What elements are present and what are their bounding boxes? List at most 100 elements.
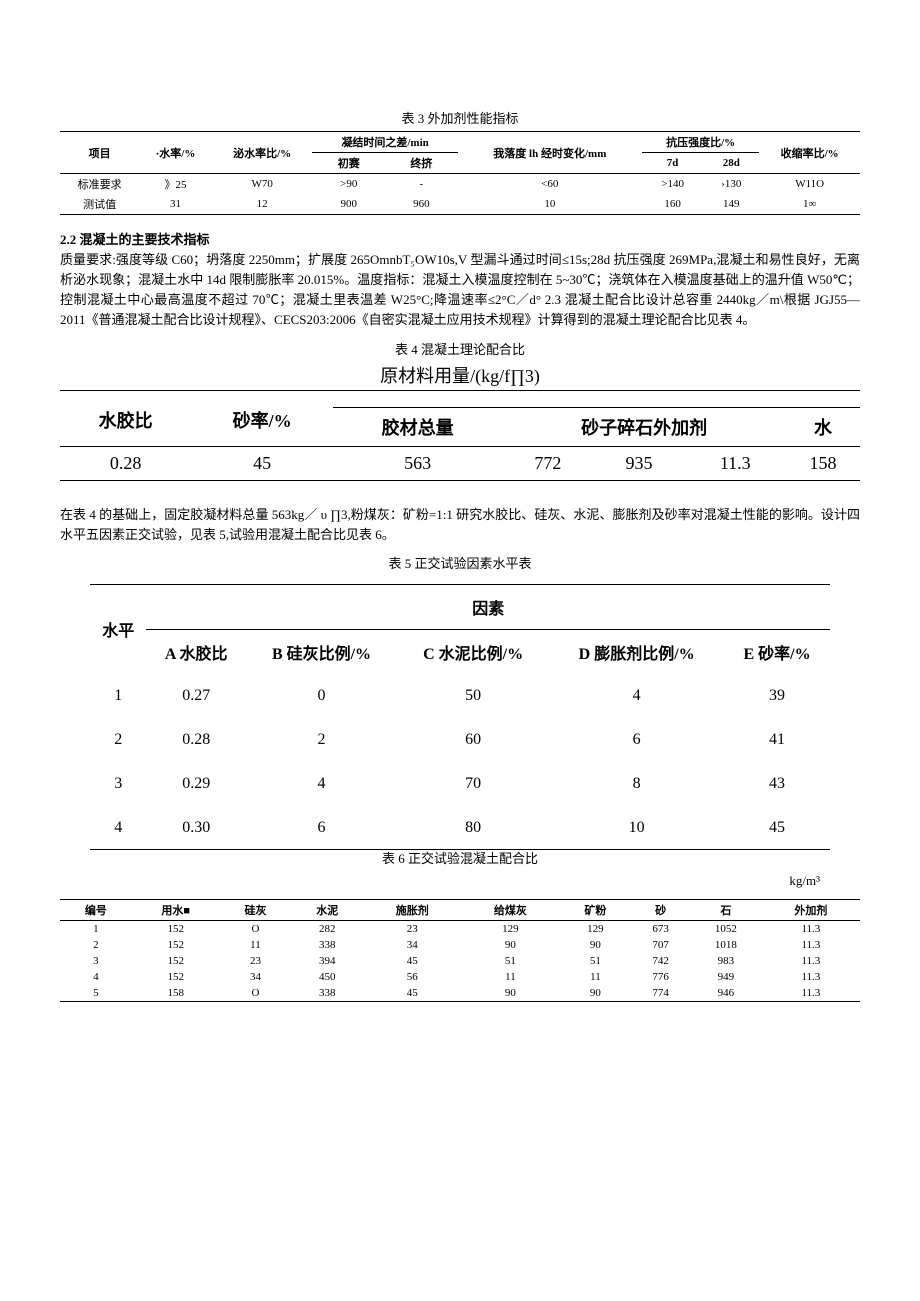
cell: 23	[220, 953, 292, 969]
cell: 0	[246, 674, 397, 718]
table-row: 215211338349090707101811.3	[60, 937, 860, 953]
cell: 11	[220, 937, 292, 953]
cell: 51	[560, 953, 632, 969]
t5-h-c: C 水泥比例/%	[397, 629, 549, 674]
cell: 1	[90, 674, 146, 718]
cell: 90	[461, 937, 559, 953]
cell: 0.30	[146, 806, 246, 850]
t4-h-sand: 砂率/%	[191, 390, 333, 446]
cell: 11.3	[762, 969, 860, 985]
table4: 水胶比 砂率/% 胶材总量 砂子碎石外加剂 水 0.28455637729351…	[60, 390, 860, 481]
column-header: 给煤灰	[461, 900, 559, 921]
cell: 960	[385, 194, 458, 215]
cell: 772	[502, 446, 593, 480]
cell: 129	[461, 921, 559, 938]
table6: 编号用水■硅灰水泥施胀剂给煤灰矿粉砂石外加剂 1152O282231291296…	[60, 899, 860, 1002]
cell: W11O	[759, 174, 860, 195]
column-header: 砂	[631, 900, 690, 921]
cell: 90	[560, 937, 632, 953]
cell: 4	[60, 969, 132, 985]
cell: 11.3	[762, 937, 860, 953]
table-row: 1152O28223129129673105211.3	[60, 921, 860, 938]
table-row: 10.27050439	[90, 674, 830, 718]
cell: 394	[291, 953, 363, 969]
cell: 11.3	[762, 953, 860, 969]
t3-h-setting: 凝结时间之差/min	[312, 132, 457, 153]
t3-h-shrink: 收缩率比/%	[759, 132, 860, 174]
cell: 6	[549, 718, 724, 762]
cell: 34	[363, 937, 461, 953]
table4-title: 表 4 混凝土理论配合比	[60, 339, 860, 358]
table-row: 41523445056111177694911.3	[60, 969, 860, 985]
cell: 1∞	[759, 194, 860, 215]
cell: 41	[724, 718, 830, 762]
cell: 2	[246, 718, 397, 762]
table6-title: 表 6 正交试验混凝土配合比	[60, 848, 860, 867]
column-header: 石	[690, 900, 762, 921]
cell: 282	[291, 921, 363, 938]
cell: 11.3	[762, 985, 860, 1002]
cell: 6	[246, 806, 397, 850]
cell: W70	[212, 174, 313, 195]
cell: O	[220, 985, 292, 1002]
column-header: 矿粉	[560, 900, 632, 921]
t5-h-a: A 水胶比	[146, 629, 246, 674]
cell: 160	[642, 194, 703, 215]
cell: 3	[90, 762, 146, 806]
column-header: 施胀剂	[363, 900, 461, 921]
cell: 935	[593, 446, 684, 480]
t5-h-e: E 砂率/%	[724, 629, 830, 674]
cell: 158	[786, 446, 860, 480]
cell: 0.28	[60, 446, 191, 480]
cell: 563	[333, 446, 502, 480]
cell: 774	[631, 985, 690, 1002]
cell: 1018	[690, 937, 762, 953]
cell: 949	[690, 969, 762, 985]
t3-h-slump: 我落度 lh 经时变化/mm	[458, 132, 642, 174]
paragraph-after-t4: 在表 4 的基础上，固定胶凝材料总量 563kg／ υ ∏3,粉煤灰：矿粉=1:…	[60, 505, 860, 545]
cell: 80	[397, 806, 549, 850]
cell: 60	[397, 718, 549, 762]
cell: 152	[132, 953, 220, 969]
cell: 338	[291, 985, 363, 1002]
table-header-row: 编号用水■硅灰水泥施胀剂给煤灰矿粉砂石外加剂	[60, 900, 860, 921]
cell: 11.3	[685, 446, 786, 480]
cell: >90	[312, 174, 385, 195]
table6-unit: kg/m³	[60, 873, 860, 889]
cell: 》25	[139, 174, 212, 195]
cell: 标准要求	[60, 174, 139, 195]
cell: 900	[312, 194, 385, 215]
cell: 152	[132, 969, 220, 985]
table5: 水平 因素 A 水胶比 B 硅灰比例/% C 水泥比例/% D 膨胀剂比例/% …	[90, 584, 830, 851]
cell: 34	[220, 969, 292, 985]
cell: 23	[363, 921, 461, 938]
t3-h-water: ·水率/%	[139, 132, 212, 174]
table-row: 5158O33845909077494611.3	[60, 985, 860, 1002]
cell: 11.3	[762, 921, 860, 938]
column-header: 用水■	[132, 900, 220, 921]
table3: 项目 ·水率/% 泌水率比/% 凝结时间之差/min 我落度 lh 经时变化/m…	[60, 131, 860, 215]
cell: 450	[291, 969, 363, 985]
cell: 10	[458, 194, 642, 215]
cell: 152	[132, 921, 220, 938]
cell: 2	[60, 937, 132, 953]
cell: 4	[549, 674, 724, 718]
t3-h-bleed: 泌水率比/%	[212, 132, 313, 174]
column-header: 编号	[60, 900, 132, 921]
cell: -	[385, 174, 458, 195]
cell: 8	[549, 762, 724, 806]
cell: ›130	[703, 174, 759, 195]
cell: 946	[690, 985, 762, 1002]
t3-h-28d: 28d	[703, 153, 759, 174]
cell: >140	[642, 174, 703, 195]
cell: 11	[560, 969, 632, 985]
t3-h-final: 终挤	[385, 153, 458, 174]
cell: 12	[212, 194, 313, 215]
table-row: 测试值3112900960101601491∞	[60, 194, 860, 215]
column-header: 硅灰	[220, 900, 292, 921]
cell: 3	[60, 953, 132, 969]
cell: 测试值	[60, 194, 139, 215]
cell: 45	[191, 446, 333, 480]
table-row: 40.306801045	[90, 806, 830, 850]
cell: 4	[90, 806, 146, 850]
